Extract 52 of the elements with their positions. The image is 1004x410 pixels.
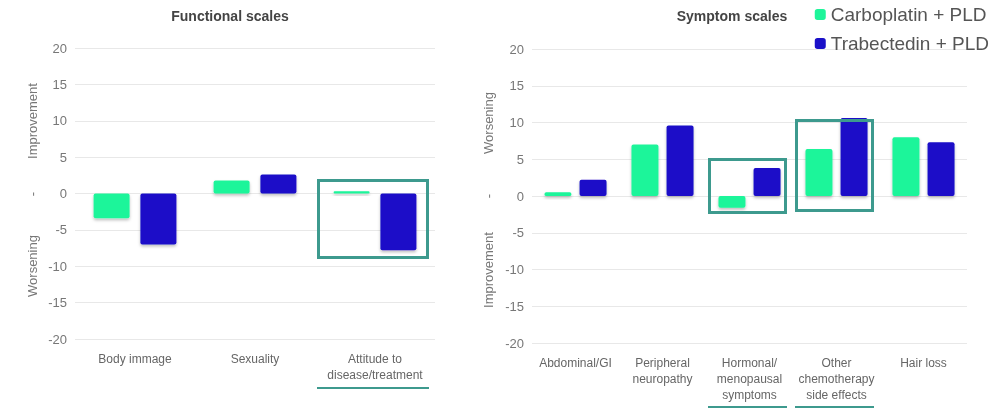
bar — [718, 196, 746, 208]
y-tick-label: -15 — [505, 298, 524, 314]
chart-title: Functional scales — [171, 8, 289, 24]
bar — [892, 137, 920, 196]
bar — [260, 174, 297, 194]
bar — [631, 144, 659, 196]
y-tick-label: -10 — [48, 258, 67, 274]
y-tick-label: 5 — [59, 149, 67, 165]
text: - — [24, 191, 40, 196]
bar — [753, 168, 781, 196]
bar — [544, 192, 572, 196]
legend-label: Carboplatin + PLD — [830, 4, 987, 25]
text: Worsening — [24, 235, 40, 298]
text: Improvement — [480, 231, 496, 308]
y-tick-label: -20 — [505, 335, 524, 351]
text: - — [480, 193, 496, 199]
x-tick-label: Other chemotherapy side effects — [798, 356, 875, 402]
bar — [840, 118, 868, 196]
bar — [213, 180, 250, 194]
x-tick-label: Body immage — [98, 352, 172, 366]
y-tick-label: -5 — [55, 222, 67, 238]
y-tick-label: 15 — [509, 78, 524, 94]
x-tick-label: Sexuality — [230, 352, 280, 366]
legend-label: Trabectedin + PLD — [830, 33, 990, 54]
bar — [666, 125, 694, 196]
y-tick-label: -10 — [505, 262, 524, 277]
y-tick-label: 0 — [59, 186, 67, 201]
y-tick-label: 0 — [516, 188, 524, 204]
y-tick-label: -15 — [48, 295, 67, 311]
bar — [579, 179, 607, 196]
x-tick-label: Peripheral neuropathy — [632, 356, 693, 386]
bar — [805, 148, 833, 196]
y-tick-label: 20 — [52, 40, 67, 56]
bar — [333, 191, 370, 194]
text: Improvement — [24, 82, 40, 159]
x-tick-label: Hormonal/ menopausal symptoms — [716, 356, 783, 402]
x-tick-label: Attitude to disease/treatment — [327, 352, 424, 382]
y-tick-label: 20 — [509, 41, 524, 57]
bar — [380, 193, 417, 251]
bar — [140, 193, 177, 245]
y-tick-label: 15 — [52, 76, 67, 92]
chart-title: Symptom scales — [676, 8, 788, 24]
text: Worsening — [480, 91, 496, 154]
y-tick-label: -5 — [512, 225, 524, 241]
bar — [927, 142, 955, 196]
y-tick-label: 5 — [516, 151, 524, 167]
x-tick-label: Hair loss — [900, 356, 947, 370]
x-tick-label: Abdominal/GI — [539, 356, 612, 370]
y-tick-label: -20 — [48, 331, 67, 347]
bar — [93, 193, 130, 219]
y-tick-label: 10 — [52, 113, 67, 129]
y-tick-label: 10 — [509, 115, 524, 130]
